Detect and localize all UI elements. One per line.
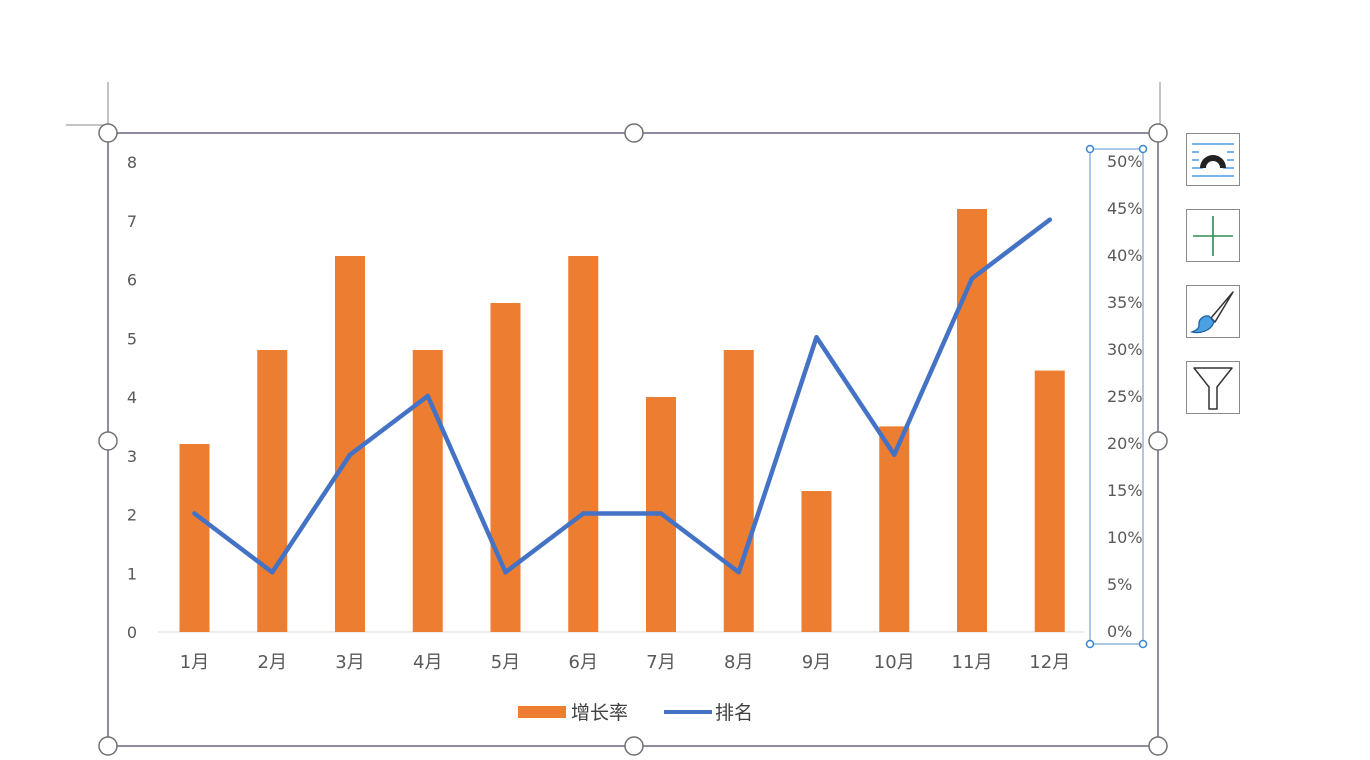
- x-axis-label: 9月: [802, 652, 831, 673]
- x-axis-label: 2月: [258, 652, 287, 673]
- line-排名[interactable]: [192, 217, 1052, 575]
- legend[interactable]: 增长率 排名: [518, 702, 753, 724]
- x-axis-label: 12月: [1029, 652, 1070, 673]
- bar-9月[interactable]: [801, 491, 832, 632]
- chart-layout-button[interactable]: [1186, 133, 1240, 186]
- line-point-10月[interactable]: [892, 452, 897, 457]
- right-axis-tick-label: 45%: [1107, 199, 1143, 218]
- line-point-3月[interactable]: [347, 452, 353, 457]
- crop-marks: [66, 82, 1161, 126]
- right-axis-tick-label: 50%: [1107, 152, 1143, 171]
- right-axis-tick-label: 40%: [1107, 246, 1143, 265]
- resize-handle[interactable]: [98, 736, 118, 756]
- bar-series[interactable]: [179, 209, 1065, 632]
- resize-handle[interactable]: [1148, 736, 1168, 756]
- bar-5月[interactable]: [490, 303, 521, 632]
- bar-3月[interactable]: [335, 256, 365, 632]
- right-axis-labels: 0% 5% 10% 15% 20% 25% 30% 35% 40% 45% 50%: [1107, 152, 1143, 641]
- resize-handle[interactable]: [1148, 123, 1168, 143]
- line-point-8月[interactable]: [736, 570, 741, 575]
- chart-filter-funnel-icon: [1193, 366, 1233, 410]
- legend-line-label: 排名: [715, 702, 753, 724]
- line-series[interactable]: [192, 217, 1052, 575]
- axis-selection-handle[interactable]: [1138, 144, 1148, 154]
- axis-selection-handle[interactable]: [1085, 144, 1095, 154]
- axis-selection-handle[interactable]: [1138, 639, 1148, 649]
- left-axis-tick-label: 0: [127, 623, 137, 642]
- bar-8月[interactable]: [723, 350, 754, 632]
- line-point-9月[interactable]: [814, 335, 819, 340]
- right-axis-tick-label: 30%: [1107, 340, 1143, 359]
- resize-handle[interactable]: [624, 123, 644, 143]
- line-point-7月[interactable]: [658, 511, 664, 516]
- x-axis-label: 10月: [874, 652, 915, 673]
- line-point-6月[interactable]: [581, 511, 586, 516]
- legend-bar-swatch: [518, 706, 566, 718]
- left-axis-tick-label: 3: [127, 447, 137, 466]
- axis-selection-handle[interactable]: [1085, 639, 1095, 649]
- line-point-1月[interactable]: [192, 511, 197, 516]
- x-axis-label: 4月: [413, 652, 442, 673]
- chart-styles-button[interactable]: [1186, 285, 1240, 338]
- line-point-5月[interactable]: [503, 570, 508, 575]
- left-axis-tick-label: 8: [127, 153, 137, 172]
- secondary-axis-handles[interactable]: [1085, 144, 1148, 649]
- bar-12月[interactable]: [1034, 370, 1065, 632]
- right-axis-tick-label: 5%: [1107, 575, 1132, 594]
- x-axis-label: 6月: [569, 652, 598, 673]
- chart-styles-brush-icon: [1189, 290, 1234, 333]
- x-axis-label: 5月: [491, 652, 520, 673]
- bar-4月[interactable]: [412, 350, 443, 632]
- x-axis-labels: 1月 2月 3月 4月 5月 6月 7月 8月 9月 10月 11月 12月: [180, 652, 1070, 673]
- left-axis-tick-label: 1: [127, 564, 137, 583]
- bar-1月[interactable]: [179, 444, 210, 632]
- line-point-12月[interactable]: [1047, 217, 1052, 222]
- line-point-11月[interactable]: [969, 276, 975, 281]
- chart-elements-button[interactable]: [1186, 209, 1240, 262]
- line-point-2月[interactable]: [270, 570, 275, 575]
- chart-resize-handles[interactable]: [98, 123, 1168, 756]
- left-axis-tick-label: 6: [127, 271, 137, 290]
- line-point-4月[interactable]: [425, 393, 430, 399]
- legend-bar-label: 增长率: [571, 702, 628, 724]
- x-axis-label: 3月: [335, 652, 364, 673]
- left-axis-tick-label: 7: [127, 212, 137, 231]
- left-axis-tick-label: 4: [127, 388, 137, 407]
- x-axis-label: 1月: [180, 652, 209, 673]
- secondary-axis-selection[interactable]: [1089, 148, 1144, 645]
- right-axis-tick-label: 20%: [1107, 434, 1143, 453]
- resize-handle[interactable]: [98, 123, 118, 143]
- right-axis-tick-label: 0%: [1107, 622, 1132, 641]
- left-axis-labels: 0 1 2 3 4 5 6 7 8: [127, 153, 137, 642]
- left-axis-tick-label: 2: [127, 506, 137, 525]
- bar-10月[interactable]: [879, 426, 910, 632]
- resize-handle[interactable]: [624, 736, 644, 756]
- x-axis-label: 7月: [646, 652, 675, 673]
- chart-layout-icon: [1192, 142, 1234, 177]
- chart-elements-plus-icon: [1193, 215, 1233, 256]
- right-axis-tick-label: 25%: [1107, 387, 1143, 406]
- bar-2月[interactable]: [257, 350, 288, 632]
- chart-filter-button[interactable]: [1186, 361, 1240, 414]
- right-axis-tick-label: 10%: [1107, 528, 1143, 547]
- resize-handle[interactable]: [1148, 431, 1168, 451]
- right-axis-tick-label: 15%: [1107, 481, 1143, 500]
- x-axis-label: 11月: [952, 652, 993, 673]
- x-axis-label: 8月: [724, 652, 753, 673]
- left-axis-tick-label: 5: [127, 329, 137, 348]
- bar-6月[interactable]: [568, 256, 599, 632]
- resize-handle[interactable]: [98, 431, 118, 451]
- right-axis-tick-label: 35%: [1107, 293, 1143, 312]
